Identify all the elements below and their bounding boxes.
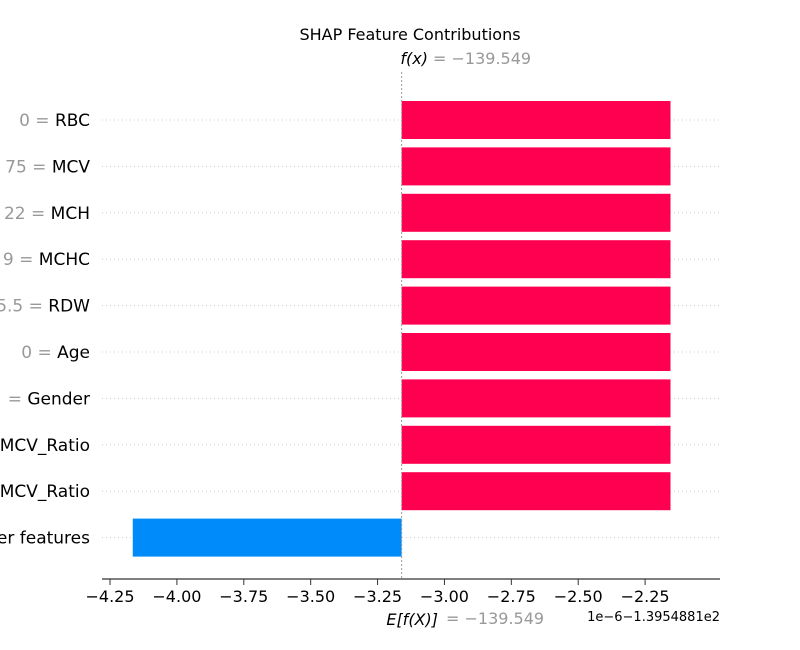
- feature-value: 0 =: [19, 111, 55, 131]
- feature-label: 22 = MCH: [4, 204, 90, 224]
- feature-label: = Gender: [8, 389, 90, 409]
- x-tick-label: −3.25: [353, 587, 402, 606]
- feature-name: Gender: [27, 389, 90, 409]
- feature-name: MCV: [52, 157, 91, 177]
- bar-mcv-ratio: [401, 472, 671, 511]
- feature-label: 75 = MCV: [5, 157, 90, 177]
- feature-label: 9 = MCHC: [3, 250, 90, 270]
- feature-label: er features: [0, 529, 90, 549]
- feature-value: 75 =: [5, 157, 52, 177]
- feature-name: MCHC: [39, 250, 90, 270]
- x-tick-label: −2.75: [487, 587, 536, 606]
- feature-value: 22 =: [4, 204, 51, 224]
- fx-value: = −139.549: [433, 49, 531, 68]
- x-tick-label: −3.75: [219, 587, 268, 606]
- feature-name: RDW: [48, 297, 90, 317]
- efx-label: E[f(X)]: [386, 610, 438, 629]
- bar-mcv: [401, 147, 671, 186]
- bar-mch: [401, 193, 671, 232]
- bar-age: [401, 333, 671, 371]
- feature-label: MCV_Ratio: [0, 482, 90, 502]
- bar-er-features: [132, 518, 402, 557]
- feature-label: MCV_Ratio: [0, 436, 90, 456]
- feature-value: =: [8, 389, 28, 409]
- x-tick-label: −4.25: [86, 587, 135, 606]
- bar-rbc: [401, 101, 671, 139]
- x-tick-label: −4.00: [152, 587, 201, 606]
- feature-value: 0 =: [21, 343, 57, 363]
- feature-name: RBC: [55, 111, 90, 131]
- feature-label: 0 = Age: [21, 343, 90, 363]
- feature-name: MCV_Ratio: [0, 482, 90, 502]
- efx-value: = −139.549: [446, 609, 544, 628]
- feature-label: 5.5 = RDW: [0, 297, 90, 317]
- feature-value: 5.5 =: [0, 297, 48, 317]
- bar-gender: [401, 379, 671, 418]
- x-tick-label: −3.50: [286, 587, 335, 606]
- chart-title: SHAP Feature Contributions: [299, 25, 520, 44]
- feature-value: 9 =: [3, 250, 39, 270]
- x-tick-label: −2.25: [621, 587, 670, 606]
- feature-name: MCV_Ratio: [0, 436, 90, 456]
- bar-rdw: [401, 286, 671, 325]
- bar-mcv-ratio: [401, 425, 671, 464]
- offset-text: 1e−6−1.3954881e2: [587, 610, 720, 625]
- feature-name: MCH: [51, 204, 90, 224]
- x-tick-label: −3.00: [420, 587, 469, 606]
- feature-label: 0 = RBC: [19, 111, 90, 131]
- x-tick-label: −2.50: [554, 587, 603, 606]
- feature-name: Age: [57, 343, 90, 363]
- fx-label: f(x): [400, 49, 428, 68]
- bar-mchc: [401, 240, 671, 279]
- feature-name: er features: [0, 529, 90, 549]
